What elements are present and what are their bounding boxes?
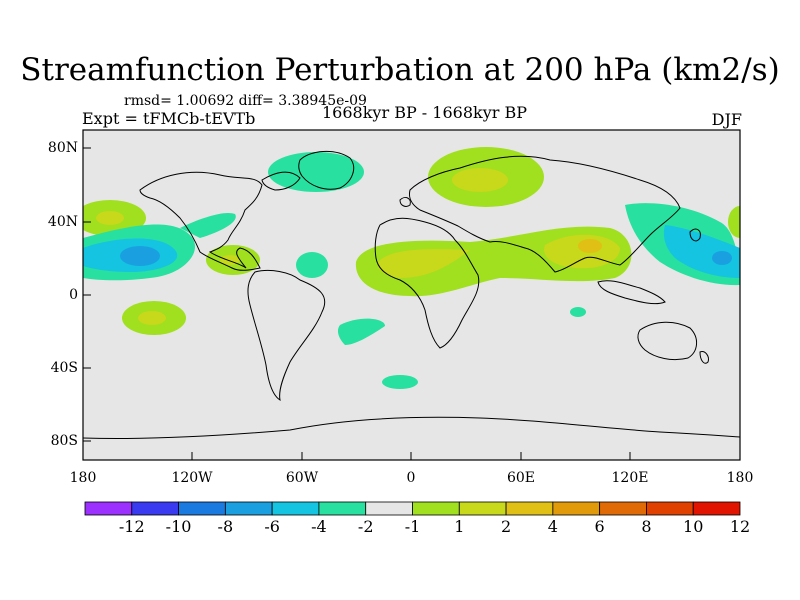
anomaly-neg-mexico — [180, 212, 236, 238]
anomaly-pos-eurasia-core — [452, 168, 508, 192]
colorbar-label: 2 — [500, 517, 512, 536]
colorbar — [84, 501, 741, 516]
anomaly-neg-atlantic — [296, 252, 328, 278]
anomaly-pos-sahara-core — [377, 249, 470, 278]
colorbar-label: -1 — [404, 517, 421, 536]
colorbar-label: -4 — [311, 517, 327, 536]
x-label-180e: 180 — [726, 470, 754, 486]
anomaly-neg-pacific-core — [120, 246, 160, 266]
x-label-120e: 120E — [611, 470, 649, 486]
coast-africa — [374, 217, 480, 349]
colorbar-swatch — [646, 501, 694, 516]
coast-new-zealand — [699, 351, 709, 364]
anomaly-neg-southatlantic — [337, 318, 385, 345]
colorbar-swatch — [412, 501, 460, 516]
coast-indonesia — [597, 280, 666, 305]
colorbar-label: -6 — [264, 517, 280, 536]
y-label-80s: 80S — [50, 433, 78, 449]
map-title: Streamfunction Perturbation at 200 hPa (… — [20, 52, 780, 88]
season-label: DJF — [711, 110, 742, 129]
colorbar-swatch — [224, 501, 273, 516]
coastlines — [83, 151, 740, 440]
map-plot-area — [83, 130, 740, 460]
colorbar-swatch — [318, 501, 367, 516]
x-label-60e: 60E — [506, 470, 536, 486]
colorbar-label: 4 — [547, 517, 558, 536]
coast-greenland — [298, 151, 355, 190]
anomaly-neg-southern — [382, 375, 418, 389]
colorbar-swatch — [178, 501, 226, 516]
colorbar-label: -12 — [118, 517, 145, 536]
map-ticks — [82, 147, 741, 460]
anomaly-pos-india-peak — [578, 239, 602, 253]
x-label-0: 0 — [406, 470, 416, 486]
colorbar-label: -8 — [217, 517, 234, 536]
y-label-80n: 80N — [47, 140, 78, 156]
colorbar-swatch — [458, 501, 507, 516]
coast-japan — [689, 228, 701, 242]
colorbar-label: 8 — [641, 517, 652, 536]
coast-british-isles — [399, 197, 411, 207]
x-label-180w: 180 — [69, 470, 97, 486]
colorbar-label: 10 — [683, 517, 704, 536]
colorbar-swatch — [692, 501, 741, 516]
colorbar-swatch — [552, 501, 601, 516]
colorbar-swatch — [131, 501, 179, 516]
coast-south-america — [247, 269, 326, 402]
coast-antarctica — [83, 416, 740, 440]
anomaly-neg-greenland — [268, 152, 364, 192]
x-label-120w: 120W — [171, 470, 213, 486]
colorbar-swatch — [84, 501, 133, 516]
anomaly-pos-india-core — [544, 234, 620, 269]
anomaly-pos-dateline — [728, 206, 740, 238]
coast-hudson-bay — [261, 171, 301, 191]
stats-label: rmsd= 1.00692 diff= 3.38945e-09 — [124, 93, 367, 109]
anomaly-neg-indianocean — [570, 307, 586, 317]
anomaly-pos-southpacific-core — [138, 311, 166, 325]
colorbar-swatch — [505, 501, 554, 516]
colorbar-label: 12 — [729, 517, 751, 536]
coast-australia — [637, 321, 697, 361]
x-label-60w: 60W — [285, 470, 319, 486]
y-label-equator: 0 — [69, 287, 78, 303]
anomaly-neg-westpacific-core — [712, 251, 732, 265]
anomaly-pos-northpacific-west-core — [96, 211, 124, 225]
coast-north-america — [139, 171, 263, 271]
colorbar-swatch — [271, 501, 320, 516]
colorbar-label: 6 — [594, 517, 605, 536]
colorbar-label: 1 — [454, 517, 465, 536]
colorbar-label: -2 — [357, 517, 374, 536]
y-label-40s: 40S — [50, 360, 78, 376]
coast-eurasia — [409, 155, 681, 273]
experiment-label: Expt = tFMCb-tEVTb — [82, 109, 256, 128]
y-label-40n: 40N — [47, 214, 78, 230]
colorbar-swatch — [365, 501, 413, 516]
period-label: 1668kyr BP - 1668kyr BP — [322, 103, 527, 122]
colorbar-swatch — [599, 501, 647, 516]
colorbar-label: -10 — [165, 517, 192, 536]
